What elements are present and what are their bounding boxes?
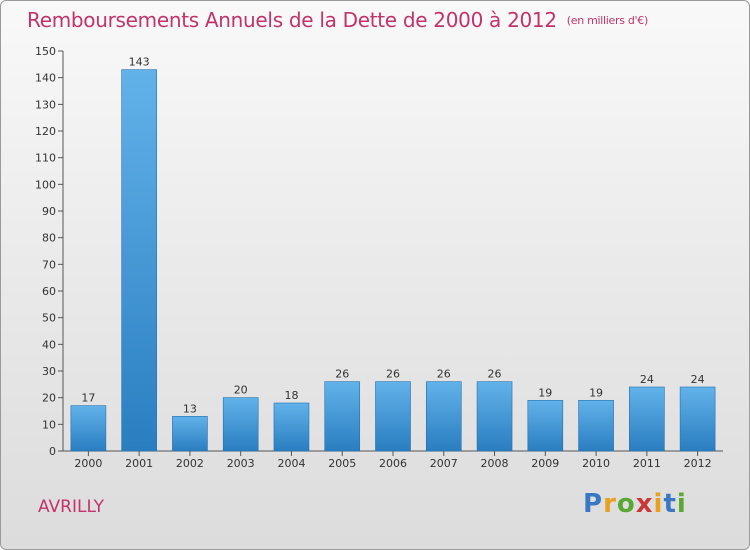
logo-letter: o xyxy=(616,489,636,519)
bar-value-label: 20 xyxy=(234,384,248,397)
bar xyxy=(679,386,716,452)
x-tick-label: 2001 xyxy=(125,457,153,470)
bar-value-label: 18 xyxy=(284,389,298,402)
logo-letter: r xyxy=(603,489,617,519)
y-tick-label: 110 xyxy=(35,152,56,165)
bar xyxy=(476,381,513,452)
bar-value-label: 143 xyxy=(129,56,150,69)
logo-letter: i xyxy=(676,489,687,519)
x-tick-label: 2012 xyxy=(684,457,712,470)
bar xyxy=(324,381,361,452)
y-tick-label: 70 xyxy=(42,258,56,271)
proxiti-logo: Proxiti xyxy=(583,489,687,519)
logo-letter: i xyxy=(653,489,664,519)
x-tick-label: 2006 xyxy=(379,457,407,470)
bar xyxy=(578,400,614,452)
y-tick-label: 140 xyxy=(35,72,56,85)
x-tick-label: 2009 xyxy=(531,457,559,470)
bar-value-label: 26 xyxy=(335,368,349,381)
y-tick-label: 150 xyxy=(35,45,56,58)
logo-letter: x xyxy=(635,489,654,519)
y-tick-label: 50 xyxy=(42,312,56,325)
bar xyxy=(273,402,310,452)
bar-value-label: 24 xyxy=(640,373,654,386)
chart-subtitle: (en milliers d'€) xyxy=(566,14,648,27)
x-tick-label: 2000 xyxy=(74,457,102,470)
chart-title: Remboursements Annuels de la Dette de 20… xyxy=(27,8,648,32)
y-tick-label: 10 xyxy=(42,418,56,431)
x-tick-label: 2004 xyxy=(277,457,305,470)
y-tick-label: 90 xyxy=(42,205,56,218)
chart-axes: 0 10 20 30 40 50 60 70 80 90 100 110 120 130 140 150 200… xyxy=(35,45,723,470)
bar-value-label: 13 xyxy=(183,402,197,415)
bar xyxy=(425,381,462,452)
bar xyxy=(222,397,259,452)
chart-bars: 17 143 13 20 18 26 26 26 26 19 19 24 24 xyxy=(70,56,716,452)
commune-name: AVRILLY xyxy=(38,497,105,517)
x-tick-label: 2005 xyxy=(328,457,356,470)
bar xyxy=(527,400,564,452)
bar xyxy=(70,405,107,452)
y-tick-label: 40 xyxy=(42,338,56,351)
bar xyxy=(121,69,157,452)
bar-value-label: 26 xyxy=(437,368,451,381)
y-tick-label: 100 xyxy=(35,178,56,191)
bar-value-label: 24 xyxy=(691,373,705,386)
bar xyxy=(629,386,665,452)
x-tick-label: 2007 xyxy=(430,457,458,470)
y-tick-label: 0 xyxy=(49,445,56,458)
x-tick-label: 2011 xyxy=(633,457,661,470)
y-tick-label: 30 xyxy=(42,365,56,378)
y-tick-label: 130 xyxy=(35,98,56,111)
logo-letter: P xyxy=(583,489,604,519)
y-tick-label: 60 xyxy=(42,285,56,298)
bar-value-label: 17 xyxy=(81,392,95,405)
bar xyxy=(172,416,208,452)
y-tick-label: 80 xyxy=(42,232,56,245)
bar-value-label: 26 xyxy=(488,368,502,381)
chart-title-text: Remboursements Annuels de la Dette de 20… xyxy=(27,8,557,32)
logo-letter: t xyxy=(663,489,677,519)
y-tick-label: 120 xyxy=(35,125,56,138)
x-tick-label: 2010 xyxy=(582,457,610,470)
bar-value-label: 19 xyxy=(538,386,552,399)
bar xyxy=(375,381,411,452)
x-tick-label: 2008 xyxy=(481,457,509,470)
bar-value-label: 19 xyxy=(589,386,603,399)
bar-value-label: 26 xyxy=(386,368,400,381)
x-tick-label: 2003 xyxy=(227,457,255,470)
x-tick-label: 2002 xyxy=(176,457,204,470)
y-tick-label: 20 xyxy=(42,392,56,405)
